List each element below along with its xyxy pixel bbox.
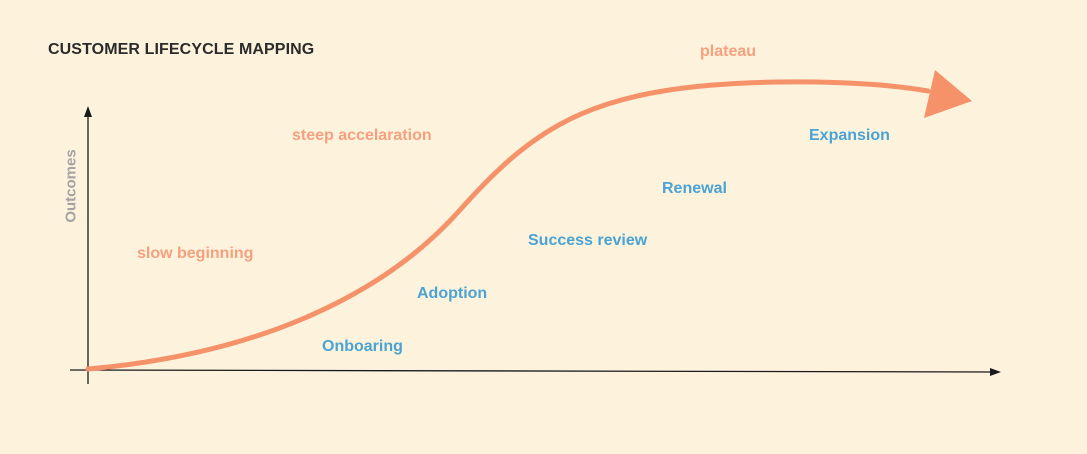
lifecycle-curve (85, 79, 931, 372)
stage-expansion: Expansion (809, 127, 890, 144)
x-axis (69, 369, 993, 373)
stage-adoption: Adoption (417, 285, 488, 302)
phase-steep-acceleration: steep accelaration (292, 127, 432, 144)
y-axis-label: Outcomes (62, 149, 80, 223)
phase-slow-beginning: slow beginning (137, 245, 254, 262)
x-axis-arrow (990, 368, 1001, 376)
y-axis-arrow (84, 106, 92, 117)
stage-renewal: Renewal (662, 180, 727, 197)
stage-success-review: Success review (528, 232, 648, 249)
stage-onboarding: Onboaring (322, 338, 403, 355)
phase-plateau: plateau (700, 43, 757, 60)
diagram-title: CUSTOMER LIFECYCLE MAPPING (48, 41, 315, 58)
curve-arrowhead (924, 70, 972, 118)
